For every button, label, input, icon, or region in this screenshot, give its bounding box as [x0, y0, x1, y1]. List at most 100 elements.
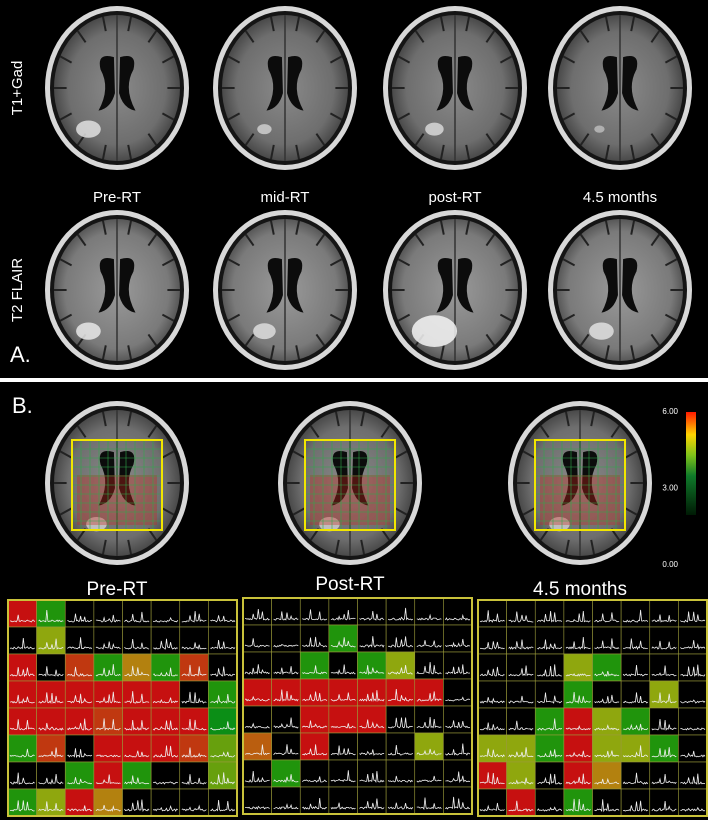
- spectrum-trace: [124, 719, 150, 731]
- spectrum-trace: [244, 722, 270, 729]
- spectrum-cell: [620, 626, 651, 655]
- spectrum-cell: [179, 734, 209, 763]
- sulcus: [590, 411, 595, 427]
- spectrum-cell: [150, 653, 181, 682]
- spectrum-cell: [122, 599, 152, 628]
- spectrum-cell: [620, 599, 651, 628]
- spectrum-cell: [534, 734, 565, 763]
- sulcus: [499, 313, 513, 322]
- spectrum-trace: [508, 611, 534, 623]
- spectrum-cell: [385, 624, 416, 653]
- spectrum-cell: [414, 759, 444, 788]
- ventricle: [287, 257, 304, 313]
- spectrum-cell: [242, 624, 272, 653]
- spectrum-trace: [622, 745, 649, 758]
- sulcus: [630, 345, 635, 360]
- spectrum-cell: [150, 761, 181, 790]
- spectrum-trace: [416, 716, 442, 729]
- sulcus: [295, 220, 300, 235]
- spectrum-cell: [179, 653, 209, 682]
- sulcus: [605, 144, 610, 160]
- spectrum-cell: [150, 680, 181, 709]
- sulcus: [127, 411, 132, 427]
- spectrum-cell: [299, 759, 330, 788]
- spectrum-trace: [445, 796, 471, 810]
- spectrum-cell: [443, 678, 473, 707]
- spectrum-trace: [210, 666, 235, 677]
- spectrum-cell: [649, 626, 679, 655]
- ventricle: [436, 55, 453, 111]
- sulcus: [522, 507, 536, 516]
- ventricle: [561, 450, 578, 506]
- spectrum-cell: [385, 651, 416, 680]
- spectrum-cell: [649, 599, 679, 628]
- spectrum-cell: [7, 734, 37, 763]
- spectrum-trace: [330, 745, 356, 756]
- spectrum-cell: [299, 624, 330, 653]
- sulcus: [76, 233, 87, 247]
- sulcus: [102, 345, 107, 360]
- sulcus: [59, 55, 73, 64]
- sulcus: [440, 16, 445, 32]
- spectrum-trace: [622, 800, 649, 812]
- spectrum-cell: [179, 788, 209, 817]
- lesion: [594, 125, 605, 133]
- spectrum-cell: [93, 788, 123, 817]
- spectrum-cell: [357, 624, 387, 653]
- spectrum-trace: [210, 639, 236, 650]
- row-label: T2 FLAIR: [9, 258, 26, 322]
- spectrum-trace: [9, 748, 35, 758]
- sulcus: [102, 539, 107, 555]
- spectrum-trace: [302, 636, 328, 648]
- colorbar-label: 0.00: [662, 560, 678, 569]
- spectrum-trace: [565, 673, 591, 677]
- spectrum-cell: [208, 734, 238, 763]
- spectrum-cell: [620, 653, 651, 682]
- spectrum-cell: [534, 707, 565, 736]
- spectrum-cell: [592, 734, 622, 763]
- ventricle: [601, 257, 618, 313]
- sulcus: [414, 133, 425, 146]
- sulcus: [102, 16, 107, 32]
- spectrum-trace: [210, 800, 236, 812]
- spectrum-trace: [302, 665, 328, 675]
- sulcus: [499, 112, 513, 121]
- spectrum-cell: [64, 653, 95, 682]
- sulcus: [380, 425, 391, 438]
- spectrum-cell: [620, 680, 651, 709]
- spectrum-trace: [680, 806, 706, 812]
- spectrum-trace: [387, 717, 413, 729]
- spectra-frame: [477, 599, 708, 817]
- spectrum-cell: [563, 626, 593, 655]
- sulcus: [161, 450, 175, 459]
- spectrum-cell: [208, 707, 238, 736]
- spectrum-cell: [179, 707, 209, 736]
- voxel-box: [534, 439, 626, 531]
- spectrum-trace: [445, 638, 471, 648]
- spectrum-trace: [594, 750, 620, 759]
- spectrum-trace: [67, 748, 93, 759]
- sulcus: [565, 411, 570, 427]
- spectrum-trace: [594, 671, 620, 677]
- spectrum-cell: [7, 788, 37, 817]
- sulcus: [579, 133, 590, 146]
- spectrum-trace: [622, 772, 649, 785]
- spectrum-trace: [152, 667, 178, 677]
- separator: [0, 378, 708, 382]
- mri-slice: [548, 210, 692, 370]
- spectrum-cell: [678, 626, 708, 655]
- spectrum-trace: [152, 720, 179, 731]
- sulcus: [360, 411, 365, 427]
- sulcus: [270, 220, 275, 235]
- spectrum-trace: [67, 693, 93, 704]
- spectrum-trace: [594, 612, 620, 623]
- spectrum-cell: [678, 599, 708, 628]
- spectrum-cell: [122, 761, 152, 790]
- sulcus: [499, 258, 513, 267]
- ventricle: [457, 257, 474, 313]
- sulcus: [664, 258, 678, 267]
- sulcus: [227, 112, 241, 121]
- spectrum-trace: [479, 666, 505, 677]
- spectrum-cell: [385, 597, 416, 626]
